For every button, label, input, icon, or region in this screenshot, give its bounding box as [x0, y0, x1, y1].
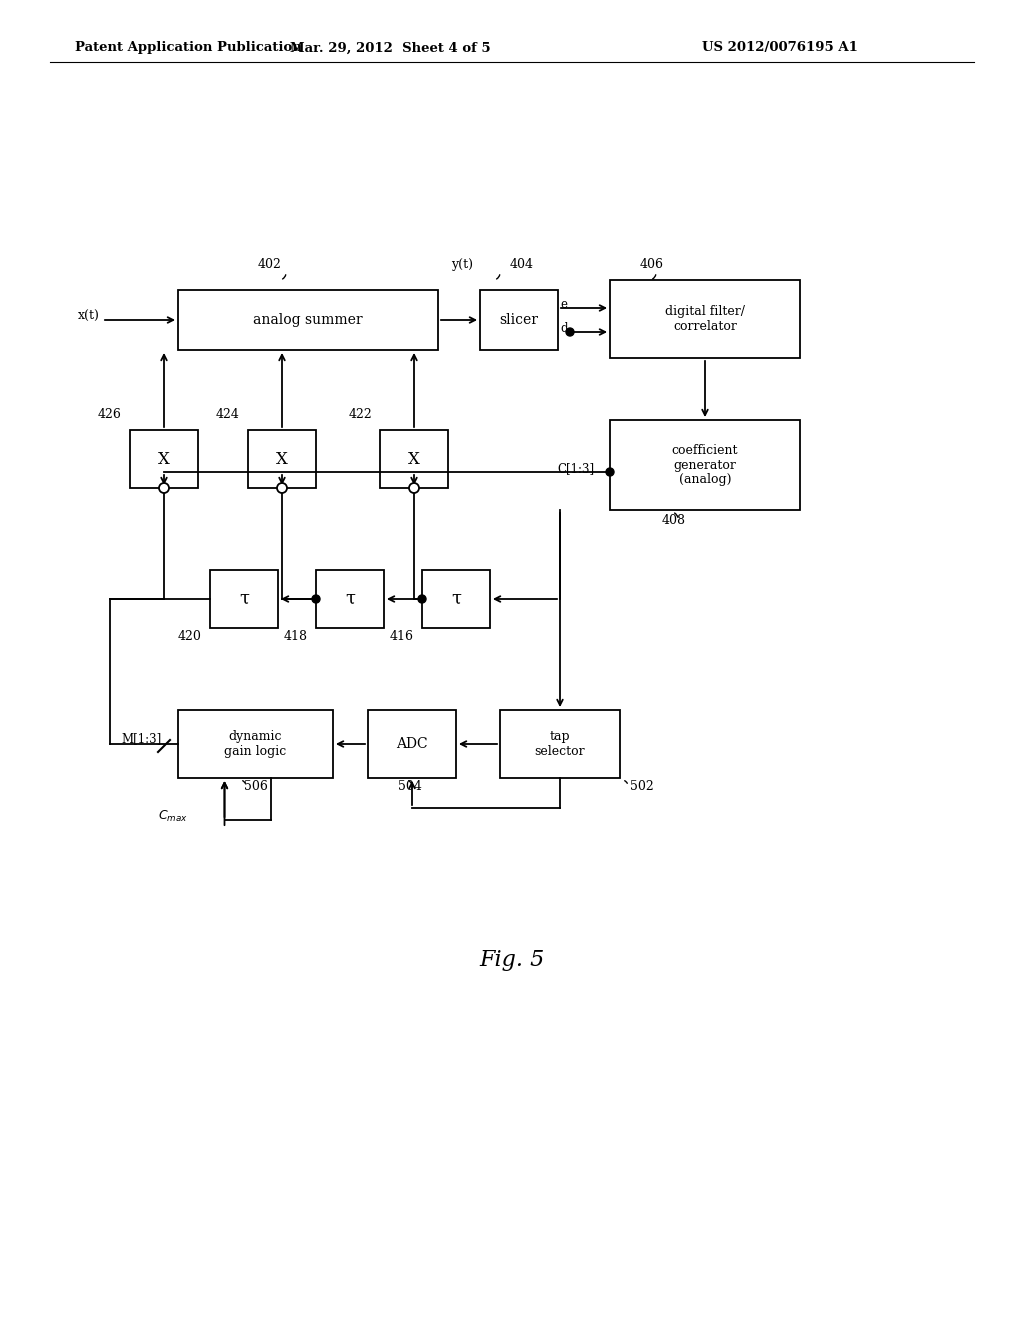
Text: 504: 504	[398, 780, 422, 793]
Bar	[380, 430, 449, 488]
Circle shape	[418, 595, 426, 603]
Text: τ: τ	[239, 590, 249, 609]
Text: C[1:3]: C[1:3]	[558, 462, 595, 475]
Bar	[610, 420, 800, 510]
Text: digital filter/
correlator: digital filter/ correlator	[665, 305, 745, 333]
Text: d: d	[560, 322, 567, 335]
Text: τ: τ	[345, 590, 355, 609]
Text: 506: 506	[244, 780, 268, 793]
Text: $C_{max}$: $C_{max}$	[158, 809, 188, 824]
Bar	[248, 430, 316, 488]
Circle shape	[409, 483, 419, 492]
Text: X: X	[158, 450, 170, 467]
Text: coefficient
generator
(analog): coefficient generator (analog)	[672, 444, 738, 487]
Text: τ: τ	[451, 590, 461, 609]
Text: 416: 416	[390, 630, 414, 643]
Text: 424: 424	[216, 408, 240, 421]
Text: 406: 406	[640, 257, 664, 271]
Text: Mar. 29, 2012  Sheet 4 of 5: Mar. 29, 2012 Sheet 4 of 5	[290, 41, 490, 54]
Text: analog summer: analog summer	[253, 313, 362, 327]
Text: slicer: slicer	[500, 313, 539, 327]
Text: 422: 422	[348, 408, 372, 421]
Bar	[130, 430, 198, 488]
Text: US 2012/0076195 A1: US 2012/0076195 A1	[702, 41, 858, 54]
Bar	[178, 710, 333, 777]
Circle shape	[606, 469, 614, 477]
Text: 402: 402	[258, 257, 282, 271]
Text: 418: 418	[284, 630, 308, 643]
Text: dynamic
gain logic: dynamic gain logic	[224, 730, 287, 758]
Bar	[480, 290, 558, 350]
Bar	[610, 280, 800, 358]
Text: tap
selector: tap selector	[535, 730, 586, 758]
Text: e: e	[560, 298, 567, 312]
Text: 502: 502	[630, 780, 653, 793]
Circle shape	[312, 595, 319, 603]
Text: X: X	[408, 450, 420, 467]
Text: x(t): x(t)	[78, 310, 100, 323]
Bar	[500, 710, 620, 777]
Text: Patent Application Publication: Patent Application Publication	[75, 41, 302, 54]
Text: y(t): y(t)	[451, 257, 473, 271]
Text: X: X	[276, 450, 288, 467]
Bar	[210, 570, 278, 628]
Circle shape	[159, 483, 169, 492]
Text: M[1:3]: M[1:3]	[122, 733, 162, 744]
Text: 420: 420	[178, 630, 202, 643]
Bar	[422, 570, 490, 628]
Text: 408: 408	[662, 513, 686, 527]
Circle shape	[566, 327, 574, 337]
Bar	[316, 570, 384, 628]
Bar	[178, 290, 438, 350]
Bar	[368, 710, 456, 777]
Circle shape	[278, 483, 287, 492]
Text: 404: 404	[510, 257, 534, 271]
Text: Fig. 5: Fig. 5	[479, 949, 545, 972]
Text: 426: 426	[98, 408, 122, 421]
Text: ADC: ADC	[396, 737, 428, 751]
